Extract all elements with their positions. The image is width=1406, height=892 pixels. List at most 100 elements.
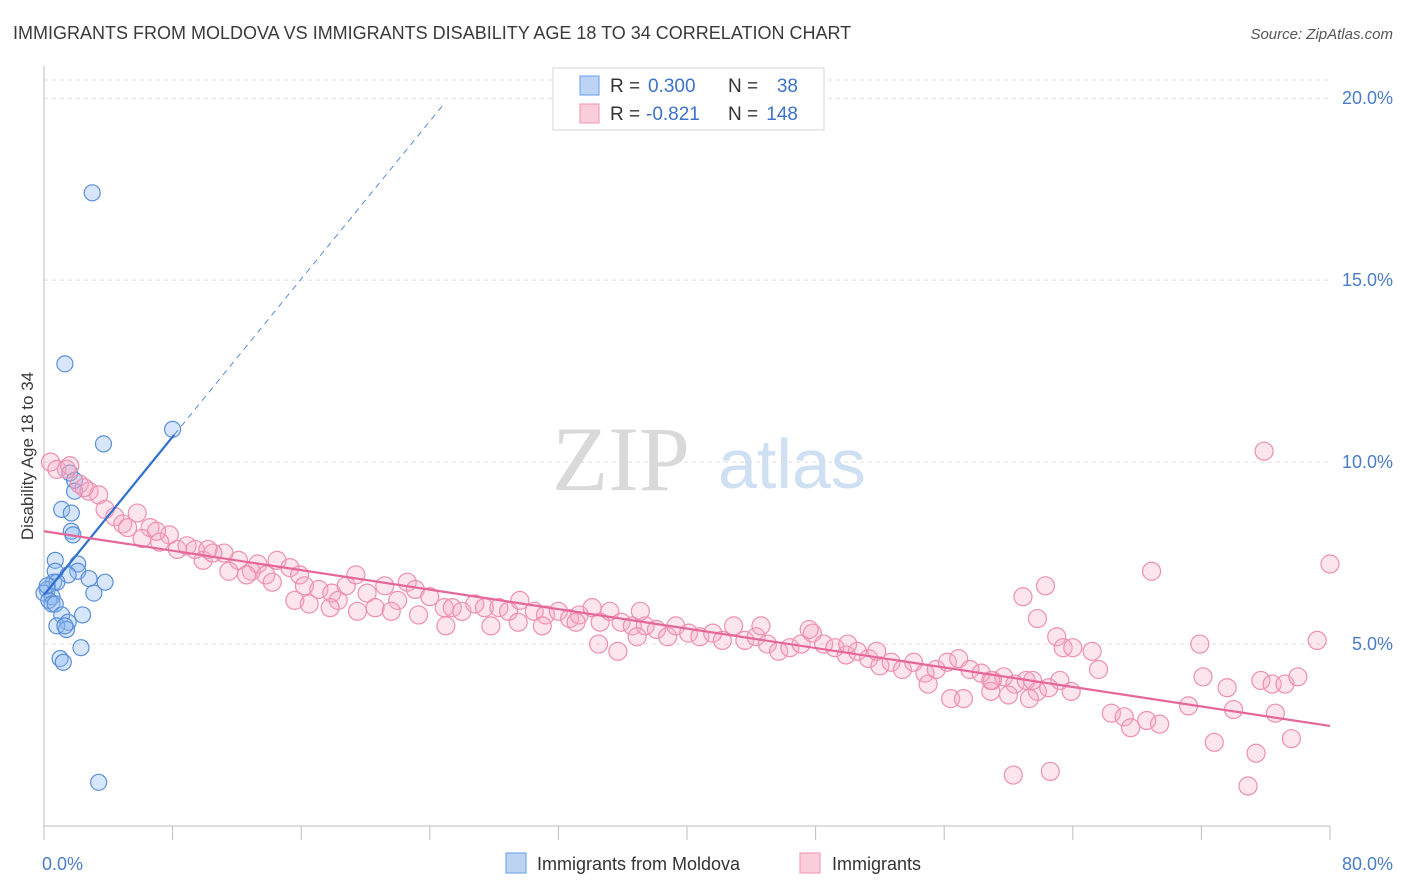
point-immigrants-122 — [838, 634, 858, 654]
legend-r-label-2: R = — [610, 104, 640, 125]
point-immigrants-144 — [1217, 678, 1237, 698]
point-immigrants-104 — [566, 612, 586, 632]
point-immigrants-161 — [1040, 761, 1060, 782]
point-immigrants-158 — [1027, 608, 1048, 629]
point-moldova-23 — [85, 584, 103, 602]
point-moldova-8 — [62, 504, 80, 522]
point-moldova-33 — [72, 639, 90, 657]
point-immigrants-3 — [60, 456, 80, 476]
bottom-legend-swatch-moldova — [505, 852, 527, 874]
point-immigrants-137 — [1114, 707, 1134, 727]
point-immigrants-154 — [1281, 729, 1302, 749]
point-immigrants-156 — [1013, 587, 1033, 607]
y-tick-labels: 5.0% 10.0% 15.0% 20.0% — [1342, 88, 1393, 654]
point-immigrants-13 — [117, 517, 138, 538]
point-moldova-27 — [73, 606, 92, 624]
point-immigrants-120 — [751, 616, 771, 636]
point-immigrants-152 — [1238, 776, 1258, 796]
point-immigrants-105 — [608, 641, 628, 661]
point-immigrants-44 — [420, 587, 440, 607]
point-immigrants-48 — [465, 594, 485, 614]
point-immigrants-135 — [1063, 638, 1083, 658]
chart-source: Source: ZipAtlas.com — [1250, 26, 1393, 43]
point-moldova-32 — [56, 617, 74, 635]
point-immigrants-16 — [150, 532, 170, 552]
legend-n-value-1: 38 — [777, 76, 798, 97]
point-moldova-36 — [90, 773, 108, 791]
point-immigrants-46 — [442, 598, 462, 618]
point-immigrants-106 — [627, 627, 647, 647]
point-immigrants-31 — [294, 576, 315, 596]
point-immigrants-112 — [381, 601, 401, 621]
point-immigrants-128 — [998, 685, 1019, 705]
point-immigrants-54 — [535, 605, 556, 625]
bottom-legend-label-immigrants: Immigrants — [832, 854, 921, 874]
point-moldova-26 — [46, 595, 64, 613]
legend-r-label-1: R = — [610, 76, 640, 97]
chart-title: IMMIGRANTS FROM MOLDOVA VS IMMIGRANTS DI… — [13, 23, 851, 43]
x-tick-label-1: 80.0% — [1342, 854, 1393, 874]
point-immigrants-0 — [40, 452, 61, 472]
point-immigrants-70 — [712, 630, 732, 651]
bottom-legend-label-moldova: Immigrants from Moldova — [537, 854, 741, 874]
x-tick-labels: 0.0% 80.0% — [42, 854, 1393, 874]
point-moldova-1 — [56, 355, 74, 373]
point-immigrants-36 — [357, 583, 377, 603]
point-immigrants-110 — [436, 616, 456, 636]
point-immigrants-107 — [532, 616, 552, 636]
point-immigrants-40 — [375, 576, 395, 596]
point-immigrants-37 — [299, 594, 319, 614]
point-immigrants-56 — [560, 608, 580, 629]
point-immigrants-35 — [346, 565, 366, 585]
point-moldova-35 — [54, 653, 72, 671]
point-immigrants-2 — [56, 459, 77, 479]
trend-lines — [43, 105, 1331, 728]
point-moldova-37 — [38, 577, 56, 595]
point-immigrants-118 — [203, 543, 223, 563]
x-tick-label-0: 0.0% — [42, 854, 83, 874]
legend-r-value-1: 0.300 — [648, 76, 696, 97]
point-moldova-2 — [94, 435, 113, 453]
watermark-atlas: atlas — [718, 425, 866, 503]
y-tick-label-0: 5.0% — [1352, 634, 1393, 654]
point-immigrants-15 — [159, 525, 179, 545]
point-immigrants-157 — [1035, 576, 1056, 596]
watermark-zip: ZIP — [552, 408, 690, 510]
point-immigrants-143 — [1190, 634, 1210, 654]
trend-line-moldova — [43, 434, 176, 596]
point-immigrants-24 — [219, 561, 239, 581]
point-immigrants-119 — [146, 521, 167, 541]
point-immigrants-103 — [588, 634, 609, 654]
point-immigrants-109 — [481, 616, 501, 636]
point-moldova-7 — [53, 500, 71, 519]
point-immigrants-39 — [365, 598, 385, 618]
bottom-legend-swatch-immigrants — [799, 852, 821, 874]
point-moldova-0 — [83, 184, 101, 202]
point-immigrants-151 — [1204, 732, 1224, 752]
y-tick-label-1: 10.0% — [1342, 452, 1393, 472]
point-immigrants-160 — [1003, 765, 1023, 785]
point-immigrants-117 — [236, 565, 257, 585]
point-immigrants-163 — [1254, 441, 1274, 461]
point-immigrants-10 — [127, 503, 147, 523]
point-immigrants-140 — [1150, 714, 1170, 734]
point-immigrants-32 — [309, 579, 329, 600]
legend-box: R = 0.300 N = 38 R = -0.821 N = 148 — [552, 67, 825, 131]
point-immigrants-126 — [953, 689, 974, 709]
legend-n-value-2: 148 — [766, 104, 798, 125]
point-immigrants-139 — [1137, 710, 1157, 731]
point-immigrants-50 — [489, 598, 509, 618]
point-immigrants-134 — [1082, 641, 1102, 661]
point-immigrants-114 — [320, 598, 340, 618]
point-immigrants-138 — [1121, 718, 1141, 738]
y-tick-label-3: 20.0% — [1342, 88, 1393, 108]
point-immigrants-38 — [328, 590, 348, 610]
point-immigrants-1 — [47, 459, 67, 479]
point-immigrants-7 — [74, 477, 94, 498]
point-moldova-16 — [80, 569, 98, 588]
point-immigrants-59 — [590, 612, 610, 632]
point-immigrants-124 — [918, 674, 938, 694]
trend-line-moldova-extension — [173, 105, 444, 436]
legend-swatch-immigrants — [579, 103, 600, 124]
